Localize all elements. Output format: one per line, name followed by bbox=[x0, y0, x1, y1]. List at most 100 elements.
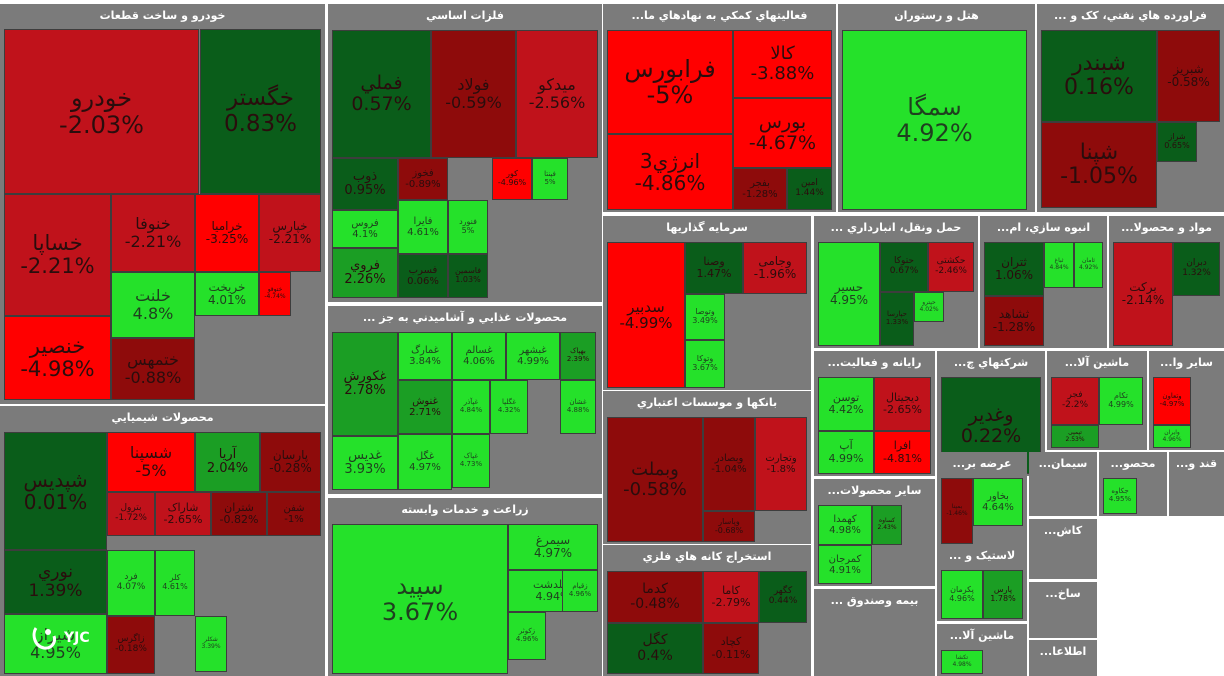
tile-12-1[interactable]: وبصادر -1.04% bbox=[703, 417, 755, 511]
tile-11-1[interactable]: دبران 1.32% bbox=[1173, 242, 1220, 296]
tile-2-0[interactable]: فملي 0.57% bbox=[332, 30, 431, 158]
tile-3-5[interactable]: غنوش 2.71% bbox=[398, 380, 452, 434]
tile-8-4[interactable]: وتوکا 3.67% bbox=[685, 340, 725, 388]
tile-6-0[interactable]: سمگا 4.92% bbox=[842, 30, 1027, 210]
tile-7-2[interactable]: شپنا -1.05% bbox=[1041, 122, 1157, 208]
tile-5-5[interactable]: بفجر -1.28% bbox=[733, 168, 787, 210]
tile-13-1[interactable]: آپ 4.99% bbox=[818, 431, 874, 474]
tile-15-2[interactable]: تپمپی 2.53% bbox=[1051, 425, 1099, 448]
tile-0-5[interactable]: خپارس -2.21% bbox=[259, 194, 321, 272]
tile-5-3[interactable]: بورس -4.67% bbox=[733, 98, 832, 168]
tile-1-0[interactable]: شپديس 0.01% bbox=[4, 432, 107, 550]
tile-1-2[interactable]: آريا 2.04% bbox=[195, 432, 260, 492]
tile-22-1[interactable]: کاما -2.79% bbox=[703, 571, 759, 623]
tile-3-2[interactable]: غسالم 4.06% bbox=[452, 332, 506, 380]
tile-10-2[interactable]: ثشاهد -1.28% bbox=[984, 296, 1044, 346]
tile-5-4[interactable]: امين 1.44% bbox=[787, 168, 832, 210]
tile-0-6[interactable]: خلنت 4.8% bbox=[111, 272, 195, 338]
tile-2-11[interactable]: فسرب 0.06% bbox=[398, 254, 448, 298]
tile-17-1[interactable]: کساوه 2.43% bbox=[872, 505, 902, 545]
tile-2-6[interactable]: فايرا 4.61% bbox=[398, 200, 448, 254]
tile-2-10[interactable]: فروي 2.26% bbox=[332, 248, 398, 298]
tile-1-12[interactable]: زاگرس -0.18% bbox=[107, 616, 155, 674]
tile-0-0[interactable]: خودرو -2.03% bbox=[4, 29, 199, 194]
tile-8-2[interactable]: وجامی -1.96% bbox=[743, 242, 807, 294]
tile-15-1[interactable]: تکام 4.99% bbox=[1099, 377, 1143, 425]
tile-17-2[interactable]: کمرجان 4.91% bbox=[818, 545, 872, 584]
tile-12-3[interactable]: وپاسار -0.68% bbox=[703, 511, 755, 542]
tile-2-7[interactable]: فنورد 5% bbox=[448, 200, 488, 254]
tile-22-0[interactable]: كدما -0.48% bbox=[607, 571, 703, 623]
tile-16-0[interactable]: وتعاون -4.97% bbox=[1153, 377, 1191, 425]
tile-2-5[interactable]: فروس 4.1% bbox=[332, 210, 398, 248]
tile-9-0[interactable]: حسير 4.95% bbox=[818, 242, 880, 346]
tile-3-9[interactable]: غگل 4.97% bbox=[398, 434, 452, 490]
tile-0-7[interactable]: خریخت 4.01% bbox=[195, 272, 259, 316]
tile-0-4[interactable]: خراميا -3.25% bbox=[195, 194, 259, 272]
tile-1-11[interactable]: شيراز 4.95% bbox=[4, 614, 107, 674]
tile-2-3[interactable]: ذوب 0.95% bbox=[332, 158, 398, 210]
tile-2-8[interactable]: کور -4.96% bbox=[492, 158, 532, 200]
tile-22-3[interactable]: كگل 0.4% bbox=[607, 623, 703, 674]
tile-5-0[interactable]: فرابورس -5% bbox=[607, 30, 733, 134]
tile-1-5[interactable]: شاراک -2.65% bbox=[155, 492, 211, 536]
tile-4-0[interactable]: سپيد 3.67% bbox=[332, 524, 508, 674]
tile-3-3[interactable]: غبشهر 4.99% bbox=[506, 332, 560, 380]
tile-3-0[interactable]: غكورش 2.78% bbox=[332, 332, 398, 436]
tile-8-3[interactable]: وتوصا 3.49% bbox=[685, 294, 725, 340]
tile-10-0[interactable]: ثتران 1.06% bbox=[984, 242, 1044, 296]
tile-25-0[interactable]: تکشا 4.98% bbox=[941, 650, 983, 674]
tile-0-1[interactable]: خگستر 0.83% bbox=[200, 29, 321, 194]
tile-13-0[interactable]: توسن 4.42% bbox=[818, 377, 874, 431]
tile-0-9[interactable]: خنصير -4.98% bbox=[4, 316, 111, 400]
tile-4-4[interactable]: زکوثر 4.96% bbox=[508, 612, 546, 660]
tile-3-4[interactable]: بهپاک 2.39% bbox=[560, 332, 596, 380]
tile-8-0[interactable]: سدبير -4.99% bbox=[607, 242, 685, 388]
tile-13-3[interactable]: افرا -4.81% bbox=[874, 431, 931, 474]
tile-8-1[interactable]: وصنا 1.47% bbox=[685, 242, 743, 294]
tile-3-11[interactable]: غشان 4.88% bbox=[560, 380, 596, 434]
tile-0-2[interactable]: خساپا -2.21% bbox=[4, 194, 111, 316]
tile-1-8[interactable]: نوري 1.39% bbox=[4, 550, 107, 614]
tile-2-2[interactable]: ميدكو -2.56% bbox=[516, 30, 598, 158]
tile-12-2[interactable]: وتجارت -1.8% bbox=[755, 417, 807, 511]
tile-20-0[interactable]: جکاوه 4.95% bbox=[1103, 478, 1137, 514]
tile-7-3[interactable]: شراز 0.65% bbox=[1157, 122, 1197, 162]
tile-3-8[interactable]: غدیس 3.93% bbox=[332, 436, 398, 490]
tile-10-3[interactable]: ثامان 4.92% bbox=[1074, 242, 1103, 288]
tile-1-7[interactable]: شفن -1% bbox=[267, 492, 321, 536]
tile-12-0[interactable]: وبملت -0.58% bbox=[607, 417, 703, 542]
tile-3-1[interactable]: غمارگ 3.84% bbox=[398, 332, 452, 380]
tile-0-3[interactable]: خنوفا -2.21% bbox=[111, 194, 195, 272]
tile-5-1[interactable]: کالا -3.88% bbox=[733, 30, 832, 98]
tile-7-0[interactable]: شبندر 0.16% bbox=[1041, 30, 1157, 122]
tile-4-3[interactable]: زقيام 4.96% bbox=[562, 570, 598, 612]
tile-1-9[interactable]: فرد 4.07% bbox=[107, 550, 155, 616]
tile-9-4[interactable]: حپترو 4.02% bbox=[914, 292, 944, 322]
tile-10-1[interactable]: ثباغ 4.84% bbox=[1044, 242, 1074, 288]
tile-7-1[interactable]: شبريز -0.58% bbox=[1157, 30, 1220, 122]
tile-24-1[interactable]: پارس 1.78% bbox=[983, 570, 1023, 619]
tile-24-0[interactable]: پکرمان 4.96% bbox=[941, 570, 983, 619]
tile-15-0[interactable]: فجر -2.2% bbox=[1051, 377, 1099, 425]
tile-5-2[interactable]: انرژي3 -4.86% bbox=[607, 134, 733, 210]
tile-1-13[interactable]: شکلر 3.39% bbox=[195, 616, 227, 672]
tile-9-3[interactable]: حپارسا 1.33% bbox=[880, 292, 914, 346]
tile-3-10[interactable]: غپاک 4.73% bbox=[452, 434, 490, 488]
tile-22-2[interactable]: کگهر 0.44% bbox=[759, 571, 807, 623]
tile-1-10[interactable]: کلر 4.61% bbox=[155, 550, 195, 616]
tile-0-10[interactable]: ختمهس -0.88% bbox=[111, 338, 195, 400]
tile-3-6[interactable]: غپآذر 4.84% bbox=[452, 380, 490, 434]
tile-9-2[interactable]: حکشتی -2.46% bbox=[928, 242, 974, 292]
tile-1-6[interactable]: شتران -0.82% bbox=[211, 492, 267, 536]
tile-3-7[interactable]: غگلپا 4.32% bbox=[490, 380, 528, 434]
tile-1-1[interactable]: شسپنا -5% bbox=[107, 432, 195, 492]
tile-17-0[interactable]: کهمدا 4.98% bbox=[818, 505, 872, 545]
tile-0-8[interactable]: ختوقو -4.74% bbox=[259, 272, 291, 316]
tile-9-1[interactable]: حتوكا 0.67% bbox=[880, 242, 928, 292]
tile-18-0[interactable]: بمپنا -1.46% bbox=[941, 478, 973, 544]
tile-16-1[interactable]: وايران 4.96% bbox=[1153, 425, 1191, 448]
tile-22-4[interactable]: کچاد -0.11% bbox=[703, 623, 759, 674]
tile-11-0[interactable]: بركت -2.14% bbox=[1113, 242, 1173, 346]
tile-13-2[interactable]: ديجيتال -2.65% bbox=[874, 377, 931, 431]
